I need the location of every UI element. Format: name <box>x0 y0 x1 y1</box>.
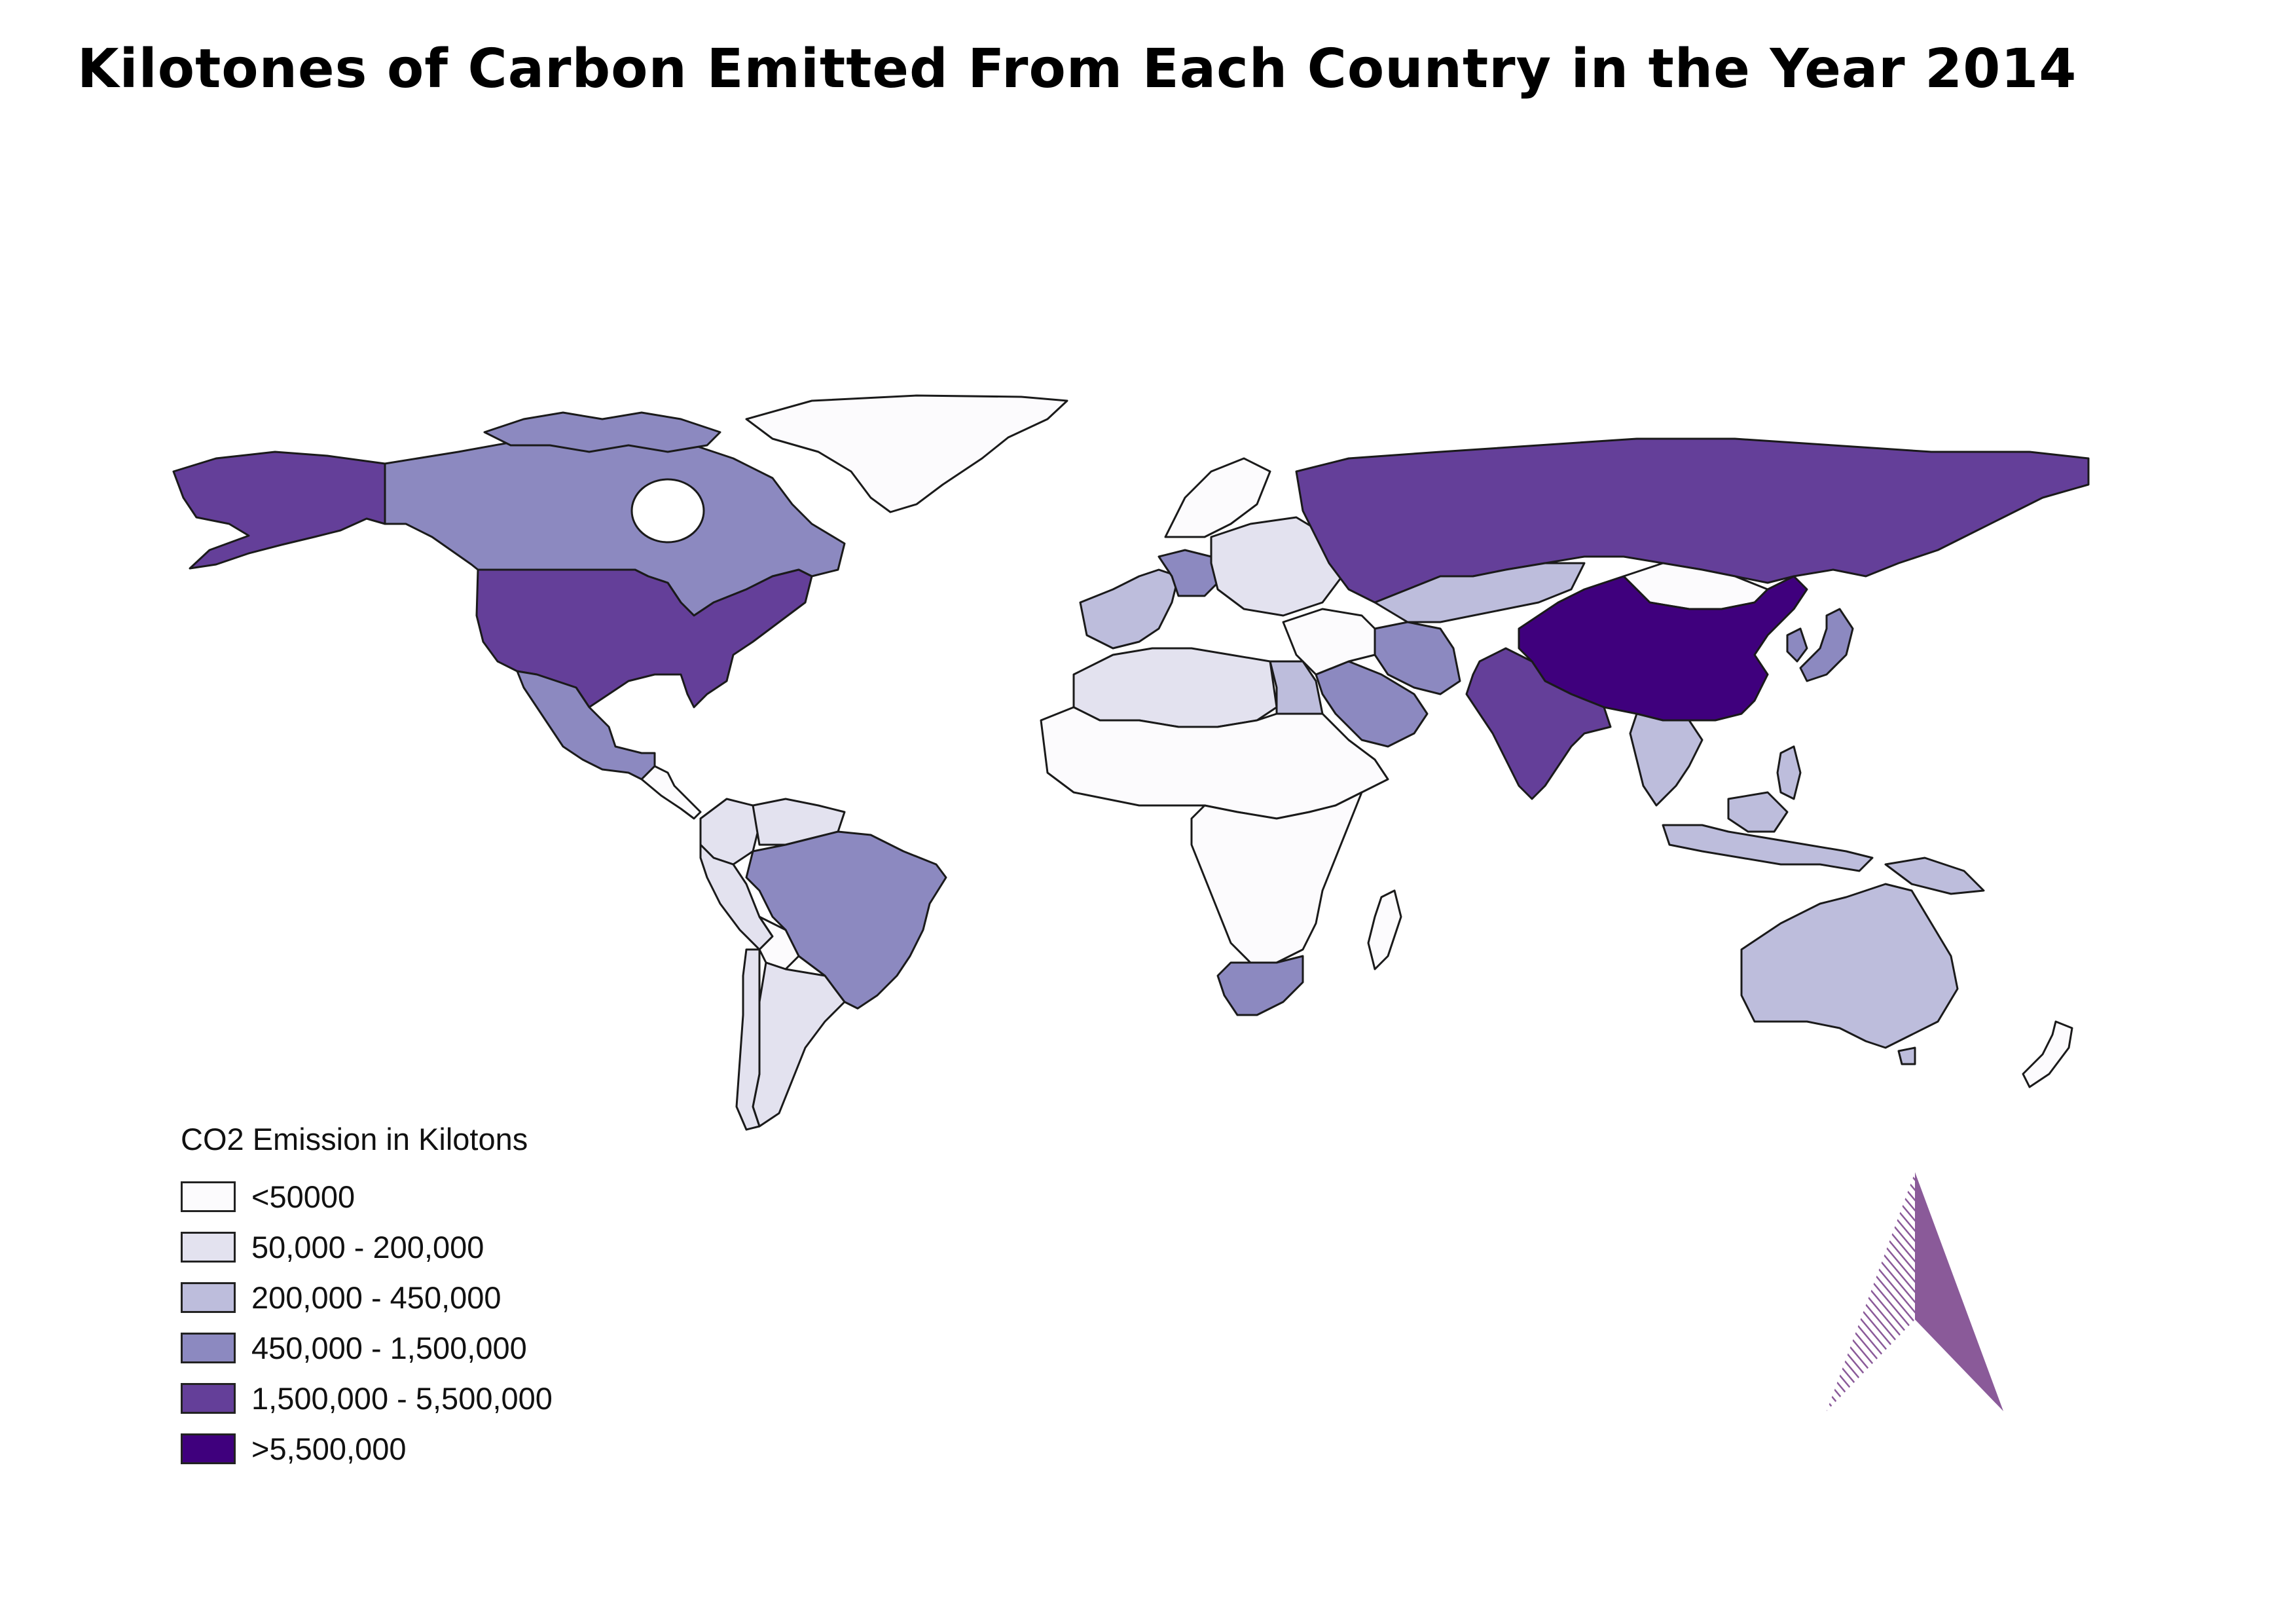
region-new-guinea <box>1884 857 1985 895</box>
region-australia <box>1740 883 1959 1049</box>
region-new-zealand <box>2022 1020 2073 1088</box>
region-madagascar <box>1367 889 1402 970</box>
region-southeast-asia <box>1629 712 1704 807</box>
legend-item: <50000 <box>181 1172 553 1222</box>
region-alaska <box>172 451 386 570</box>
region-greenland <box>745 394 1068 513</box>
legend-item: 50,000 - 200,000 <box>181 1222 553 1272</box>
legend-item: 200,000 - 450,000 <box>181 1272 553 1323</box>
region-argentina <box>752 961 846 1128</box>
region-germany <box>1157 549 1219 597</box>
legend: CO2 Emission in Kilotons <50000 50,000 -… <box>181 1121 553 1474</box>
region-brazil <box>745 830 947 1010</box>
legend-swatch <box>181 1282 236 1313</box>
north-arrow-left-half <box>1827 1172 1915 1411</box>
legend-label: 450,000 - 1,500,000 <box>251 1331 527 1365</box>
legend-item: 450,000 - 1,500,000 <box>181 1323 553 1373</box>
legend-swatch <box>181 1333 236 1363</box>
region-central-america <box>640 765 702 820</box>
region-indonesia <box>1662 824 1874 872</box>
region-central-africa <box>1190 791 1363 964</box>
region-kazakhstan <box>1374 562 1586 623</box>
region-chile <box>735 948 761 1131</box>
legend-label: <50000 <box>251 1179 355 1214</box>
map-title: Kilotones of Carbon Emitted From Each Co… <box>77 38 2077 100</box>
legend-title: CO2 Emission in Kilotons <box>181 1122 528 1156</box>
legend-swatch <box>181 1181 236 1212</box>
region-korea <box>1786 627 1808 663</box>
legend-label: 200,000 - 450,000 <box>251 1280 501 1315</box>
region-north-africa <box>1072 647 1278 728</box>
region-eastern-europe <box>1210 516 1343 617</box>
legend-label: 1,500,000 - 5,500,000 <box>251 1381 553 1416</box>
region-hudson-bay <box>630 478 705 544</box>
legend-item: >5,500,000 <box>181 1424 553 1474</box>
region-tasmania <box>1897 1046 1916 1065</box>
region-south-africa <box>1216 955 1304 1016</box>
legend-swatch <box>181 1232 236 1263</box>
north-arrow-icon <box>1827 1172 2003 1411</box>
region-japan <box>1799 608 1854 682</box>
legend-swatch <box>181 1433 236 1464</box>
region-arctic-islands <box>483 411 721 453</box>
region-borneo <box>1727 791 1789 833</box>
legend-item: 1,500,000 - 5,500,000 <box>181 1373 553 1424</box>
region-philippines <box>1776 745 1802 800</box>
region-saudi-arabia <box>1315 660 1429 748</box>
region-iran <box>1374 621 1461 695</box>
legend-swatch <box>181 1383 236 1414</box>
north-arrow-right-half <box>1915 1172 2003 1411</box>
legend-label: >5,500,000 <box>251 1431 407 1466</box>
region-sahel <box>1040 706 1389 820</box>
legend-label: 50,000 - 200,000 <box>251 1230 484 1264</box>
region-western-europe <box>1079 568 1180 650</box>
region-scandinavia <box>1164 457 1271 538</box>
region-india <box>1465 647 1612 800</box>
